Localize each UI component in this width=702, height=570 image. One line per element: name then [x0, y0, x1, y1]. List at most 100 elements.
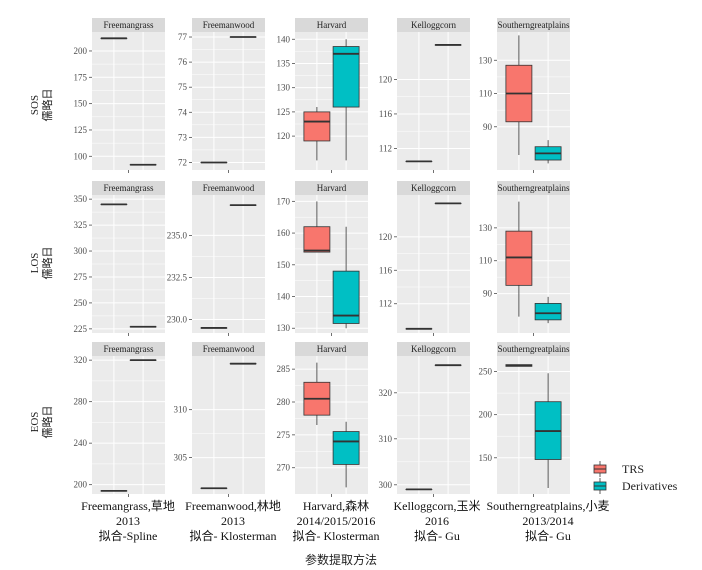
facet-panel-freemangrass-row1: Freemangrass 225 250 275 300 325 350 [74, 181, 165, 336]
y-tick-label: 130 [277, 323, 291, 333]
box-body [534, 303, 562, 321]
row-label-eos-line2: 儒略日 [40, 406, 54, 439]
column-label-line1: Harvard,森林 [303, 498, 369, 513]
facet-panel-freemanwood-row0: Freemanwood 72 73 74 75 76 77 [178, 18, 265, 173]
row-label-eos-line1: EOS [29, 412, 41, 433]
y-tick-label: 275 [74, 272, 88, 282]
box-derivatives [534, 140, 562, 164]
legend-label-trs: TRS [622, 462, 644, 476]
y-tick-label: 225 [74, 324, 88, 334]
row-label-sos: SOS 儒略日 [29, 89, 54, 122]
facet-strip [92, 181, 165, 195]
y-tick-label: 90 [483, 289, 493, 299]
y-tick-label: 130 [479, 55, 493, 65]
facet-strip-label: Southerngreatplains [498, 344, 570, 354]
column-label-line2: 2013 [221, 514, 245, 528]
y-tick-label: 116 [379, 265, 393, 275]
y-tick-label: 320 [379, 388, 393, 398]
facet-panel-southerngreatplains-row2: Southerngreatplains 150 200 250 [479, 342, 570, 497]
y-tick-label: 200 [479, 410, 493, 420]
facet-panel-harvard-row2: Harvard 270 275 280 285 [277, 342, 368, 497]
y-tick-label: 130 [479, 223, 493, 233]
column-label-southerngreatplains: Southerngreatplains,小麦 2013/2014 拟合- Gu [487, 499, 610, 543]
column-label-line2: 2013 [116, 514, 140, 528]
column-label-line3: 拟合- Klosterman [190, 528, 277, 543]
row-label-los-line2: 儒略日 [40, 247, 54, 280]
row-label-sos-line2: 儒略日 [40, 89, 54, 122]
y-tick-label: 305 [174, 453, 188, 463]
facet-strip [295, 18, 368, 32]
y-tick-label: 200 [74, 480, 88, 490]
panel-background [397, 195, 470, 333]
facet-panel-freemanwood-row1: Freemanwood 230.0 232.5 235.0 [167, 181, 265, 336]
y-tick-label: 350 [74, 194, 88, 204]
facet-strip [497, 342, 570, 356]
y-tick-label: 175 [74, 72, 88, 82]
column-label-line3: 拟合-Spline [99, 528, 158, 543]
column-label-freemanwood: Freemanwood,林地 2013 拟合- Klosterman [185, 499, 281, 543]
y-tick-label: 230.0 [167, 315, 188, 325]
box-trs [505, 201, 533, 317]
y-tick-label: 112 [379, 143, 392, 153]
box-trs [303, 362, 331, 425]
panel-background [192, 195, 265, 333]
facet-strip-label: Freemangrass [104, 183, 154, 193]
y-tick-label: 250 [74, 298, 88, 308]
legend-label-derivatives: Derivatives [622, 479, 678, 493]
row-label-los-line1: LOS [29, 253, 41, 274]
y-tick-label: 77 [178, 32, 188, 42]
facet-panel-kelloggcorn-row2: Kelloggcorn 300 310 320 [379, 342, 470, 497]
y-tick-label: 140 [277, 292, 291, 302]
column-label-harvard: Harvard,森林 2014/2015/2016 拟合- Klosterman [293, 498, 380, 543]
facet-panel-freemanwood-row2: Freemanwood 305 310 [174, 342, 265, 497]
column-label-line1: Kelloggcorn,玉米 [394, 499, 481, 513]
facet-strip-label: Freemangrass [104, 344, 154, 354]
facet-strip-label: Harvard [317, 344, 347, 354]
y-tick-label: 325 [74, 220, 88, 230]
column-label-line3: 拟合- Gu [414, 528, 460, 543]
panel-background [295, 356, 368, 494]
panel-background [397, 32, 470, 170]
box-derivatives [332, 39, 360, 161]
x-axis-title: 参数提取方法 [305, 552, 377, 567]
facet-strip [397, 181, 470, 195]
facet-strip-label: Southerngreatplains [498, 183, 570, 193]
y-tick-label: 170 [277, 196, 291, 206]
facet-strip [397, 342, 470, 356]
legend-item-trs: TRS [593, 461, 644, 477]
facet-panel-harvard-row0: Harvard 120 125 130 135 140 [277, 18, 368, 173]
y-tick-label: 100 [74, 151, 88, 161]
y-tick-label: 112 [379, 299, 392, 309]
box-body [303, 226, 331, 253]
facet-panel-kelloggcorn-row0: Kelloggcorn 112 116 120 [379, 18, 470, 173]
column-label-line3: 拟合- Klosterman [293, 528, 380, 543]
box-derivatives [534, 296, 562, 324]
facet-panel-harvard-row1: Harvard 130 140 150 160 170 [277, 181, 368, 336]
row-label-sos-line1: SOS [29, 95, 41, 115]
facet-strip-label: Harvard [317, 20, 347, 30]
box-trs [505, 364, 533, 367]
box-trs [505, 35, 533, 156]
facet-strip [92, 18, 165, 32]
facet-strip-label: Harvard [317, 183, 347, 193]
panels: Freemangrass 100 125 150 175 200 Freemanwood 72… [74, 18, 570, 497]
box-body [332, 431, 360, 465]
facet-strip-label: Freemanwood [203, 20, 255, 30]
y-tick-label: 310 [174, 405, 188, 415]
facet-strip [497, 181, 570, 195]
panel-background [92, 356, 165, 494]
y-tick-label: 280 [74, 397, 88, 407]
y-tick-label: 200 [74, 46, 88, 56]
column-label-line2: 2016 [425, 514, 449, 528]
y-tick-label: 150 [74, 99, 88, 109]
facet-strip [497, 18, 570, 32]
y-tick-label: 240 [74, 438, 88, 448]
facet-strip-label: Freemanwood [203, 183, 255, 193]
y-tick-label: 76 [178, 57, 188, 67]
y-tick-label: 125 [74, 125, 88, 135]
y-tick-label: 150 [277, 260, 291, 270]
facet-panel-kelloggcorn-row1: Kelloggcorn 112 116 120 [379, 181, 470, 336]
facet-strip-label: Kelloggcorn [411, 20, 456, 30]
facet-strip [192, 342, 265, 356]
box-trs [303, 201, 331, 253]
